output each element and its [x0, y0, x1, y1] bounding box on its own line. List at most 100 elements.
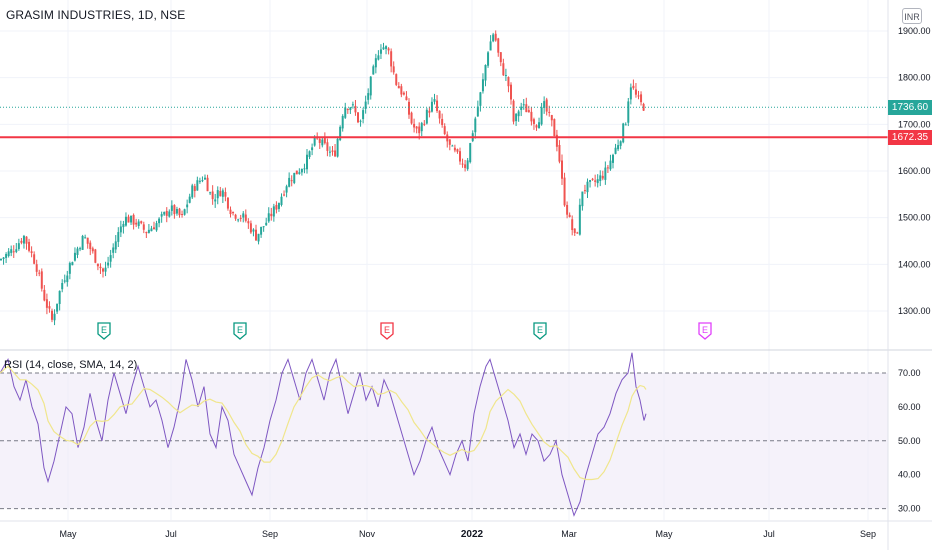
candle-body — [466, 160, 469, 170]
candle-body — [0, 259, 2, 261]
candle-body — [58, 290, 61, 304]
candle-body — [362, 110, 365, 120]
candle-body — [22, 235, 25, 244]
candle-body — [555, 134, 558, 147]
candle-body — [525, 104, 528, 113]
candle-body — [84, 237, 87, 239]
candle-body — [550, 115, 553, 121]
candle-body — [507, 77, 510, 87]
rsi-indicator-label[interactable]: RSI (14, close, SMA, 14, 2) — [4, 359, 138, 371]
candle-body — [349, 107, 352, 111]
candle-body — [68, 263, 71, 274]
candle-body — [285, 186, 288, 193]
earnings-marker[interactable]: E — [698, 322, 712, 340]
earnings-marker-label: E — [384, 325, 390, 335]
candle-body — [145, 231, 148, 234]
candle-body — [476, 106, 479, 117]
candle-body — [405, 96, 408, 101]
candle-body — [553, 119, 556, 137]
candle-body — [527, 110, 530, 113]
candle-body — [413, 123, 416, 128]
candle-body — [96, 263, 99, 267]
candle-body — [160, 214, 163, 217]
candle-body — [295, 170, 298, 175]
candle-body — [300, 168, 303, 173]
candle-body — [382, 47, 385, 50]
candle-body — [497, 38, 500, 53]
candle-body — [303, 168, 306, 170]
candle-body — [163, 212, 166, 215]
candle-body — [596, 179, 599, 184]
candle-body — [420, 123, 423, 132]
candle-body — [242, 213, 245, 218]
candle-body — [573, 228, 576, 233]
candle-body — [298, 172, 301, 174]
candle-body — [583, 190, 586, 192]
candle-body — [481, 79, 484, 92]
candle-body — [629, 87, 632, 100]
candle-body — [43, 289, 46, 301]
candle-body — [5, 254, 8, 258]
candle-body — [79, 248, 82, 250]
earnings-marker[interactable]: E — [533, 322, 547, 340]
candle-body — [214, 199, 217, 202]
candle-body — [461, 163, 464, 165]
candle-body — [130, 215, 133, 223]
candle-body — [40, 271, 43, 289]
candle-body — [522, 104, 525, 106]
candle-body — [395, 74, 398, 85]
candle-body — [89, 242, 92, 250]
candle-body — [193, 186, 196, 192]
candle-body — [168, 211, 171, 217]
candle-body — [346, 108, 349, 111]
candle-body — [255, 229, 257, 241]
candle-body — [165, 210, 168, 216]
candle-body — [122, 223, 125, 228]
candle-body — [369, 76, 372, 96]
candle-body — [173, 205, 176, 215]
candle-body — [191, 185, 194, 198]
candle-body — [331, 150, 334, 152]
candle-body — [275, 204, 278, 210]
candle-body — [415, 126, 418, 129]
price-tick-label: 1900.00 — [898, 26, 931, 36]
candle-body — [147, 229, 150, 233]
chart-title: GRASIM INDUSTRIES, 1D, NSE — [6, 8, 186, 22]
candle-body — [38, 272, 41, 274]
candle-body — [270, 213, 273, 217]
candle-body — [221, 190, 224, 197]
candle-body — [48, 306, 51, 309]
candle-body — [109, 255, 112, 262]
candle-body — [425, 109, 428, 124]
earnings-marker[interactable]: E — [97, 322, 111, 340]
earnings-marker[interactable]: E — [233, 322, 247, 340]
candle-body — [622, 123, 625, 143]
candle-body — [51, 310, 53, 320]
candle-body — [379, 49, 382, 54]
price-levels — [0, 106, 888, 139]
candle-body — [400, 86, 403, 95]
candle-body — [216, 190, 219, 199]
candle-body — [540, 107, 543, 125]
date-axis-label: Mar — [561, 529, 577, 539]
candle-body — [10, 249, 13, 253]
candle-body — [61, 283, 64, 290]
candle-body — [397, 85, 400, 89]
candle-body — [99, 266, 102, 269]
candle-body — [410, 112, 413, 124]
candle-body — [306, 154, 308, 170]
date-axis-label: Jul — [165, 529, 177, 539]
date-axis-label: May — [655, 529, 673, 539]
date-axis-label: May — [59, 529, 77, 539]
currency-badge[interactable]: INR — [902, 8, 922, 24]
candle-body — [617, 145, 620, 150]
candle-body — [571, 219, 574, 231]
candle-body — [150, 228, 153, 232]
candle-body — [234, 214, 237, 219]
candle-body — [188, 196, 191, 203]
candle-body — [359, 120, 362, 122]
earnings-marker[interactable]: E — [380, 322, 394, 340]
candle-body — [392, 66, 395, 73]
candle-body — [262, 226, 265, 228]
